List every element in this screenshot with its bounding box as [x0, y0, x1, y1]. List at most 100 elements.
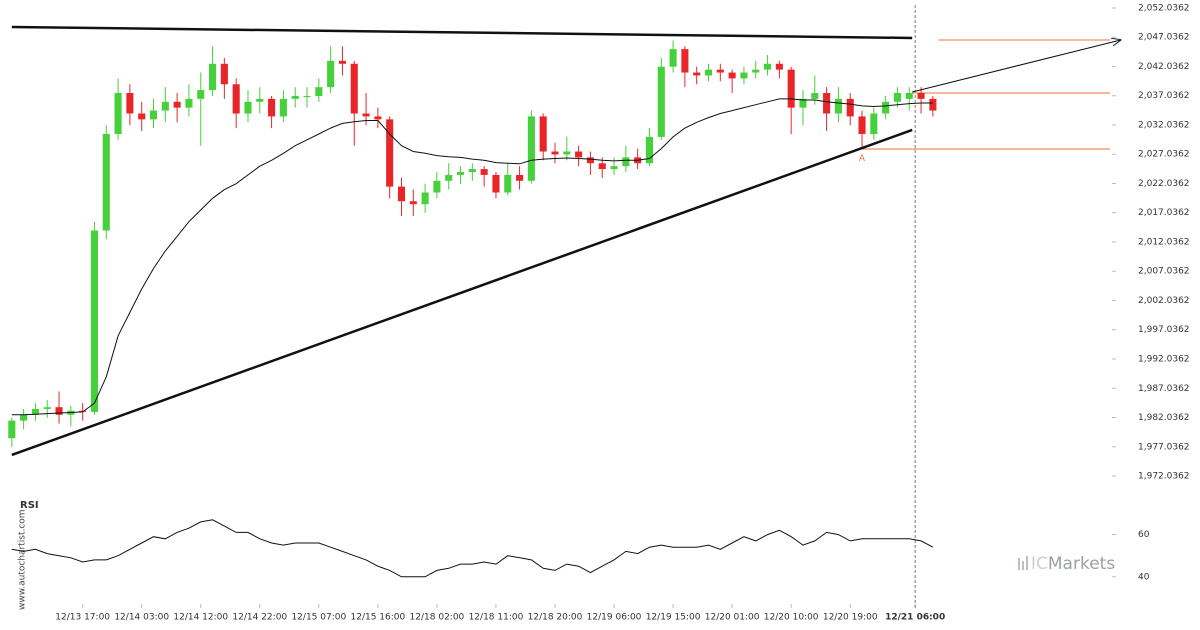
- candle-body: [929, 98, 937, 111]
- y-tick-label: 1,992.0362: [1138, 355, 1190, 365]
- moving-average: [11, 98, 933, 416]
- candle-body: [693, 72, 701, 76]
- y-tick-label: 2,017.0362: [1138, 208, 1190, 218]
- logo-bar: [1022, 561, 1024, 570]
- candle-body: [102, 133, 110, 231]
- candle-body: [858, 116, 866, 134]
- y-tick-label: 2,032.0362: [1138, 120, 1190, 130]
- annotation: A: [859, 154, 866, 164]
- candle-body: [598, 163, 606, 170]
- x-tick-label: 12/21 06:00: [885, 613, 945, 623]
- watermark: www.autochartist.com: [18, 509, 28, 610]
- candle-body: [397, 186, 406, 202]
- candle-body: [468, 169, 476, 173]
- candle-body: [327, 60, 335, 88]
- candle-body: [279, 98, 287, 117]
- candle-body: [445, 174, 453, 181]
- rsi-title: RSI: [20, 500, 39, 511]
- candle-body: [480, 169, 488, 175]
- candle-body: [645, 136, 654, 164]
- candle-body: [126, 93, 134, 114]
- candle-body: [764, 63, 772, 70]
- candle-body: [291, 95, 299, 99]
- candle-body: [610, 166, 618, 170]
- y-tick-label: 2,037.0362: [1138, 91, 1190, 101]
- x-tick-label: 12/20 19:00: [823, 613, 878, 623]
- y-tick-label: 2,012.0362: [1138, 237, 1190, 247]
- candle-body: [716, 69, 724, 73]
- candle-body: [728, 72, 736, 79]
- candle-body: [315, 87, 323, 96]
- candle-body: [799, 98, 807, 108]
- y-tick-label: 2,042.0362: [1138, 62, 1190, 72]
- candle-body: [622, 157, 630, 167]
- candle-body: [575, 151, 583, 158]
- candle-body: [244, 101, 252, 114]
- candle-body: [161, 101, 169, 111]
- candle-body: [303, 95, 311, 97]
- candle-body: [338, 60, 346, 64]
- candle-body: [527, 116, 535, 181]
- candle-body: [539, 116, 547, 152]
- rsi-tick-label: 40: [1138, 572, 1150, 582]
- candle-body: [787, 69, 795, 108]
- candle-body: [834, 98, 842, 114]
- candle-body: [220, 63, 228, 85]
- logo: ICMarkets: [1018, 554, 1115, 574]
- logo-part: Markets: [1048, 554, 1115, 574]
- candle-body: [681, 49, 689, 73]
- y-tick-label: 1,972.0362: [1138, 472, 1190, 482]
- candle-body: [882, 101, 890, 114]
- candle-body: [740, 72, 748, 79]
- x-tick-label: 12/18 02:00: [410, 613, 465, 623]
- candle-body: [79, 410, 87, 412]
- candle-body: [350, 63, 358, 114]
- y-tick-label: 2,052.0362: [1138, 3, 1190, 13]
- candle-body: [775, 63, 783, 70]
- candle-body: [232, 84, 240, 114]
- candle-body: [20, 414, 28, 421]
- candle-body: [31, 408, 39, 415]
- y-tick-label: 1,982.0362: [1138, 413, 1190, 423]
- y-tick-label: 1,977.0362: [1138, 442, 1190, 452]
- logo-bar: [1026, 556, 1028, 570]
- candle-body: [893, 93, 901, 102]
- candle-body: [90, 230, 99, 412]
- y-tick-label: 2,027.0362: [1138, 150, 1190, 160]
- candle-body: [657, 66, 665, 137]
- candle-body: [823, 93, 831, 114]
- candle-body: [138, 113, 146, 120]
- x-tick-label: 12/19 15:00: [646, 613, 701, 623]
- x-tick-label: 12/15 07:00: [291, 613, 346, 623]
- candle-body: [173, 101, 181, 108]
- y-tick-label: 2,002.0362: [1138, 296, 1190, 306]
- candle-body: [516, 174, 524, 181]
- candle-body: [492, 174, 500, 193]
- candle-body: [256, 98, 264, 102]
- candle-body: [386, 119, 394, 187]
- x-tick-label: 12/19 06:00: [587, 613, 642, 623]
- y-tick-label: 1,997.0362: [1138, 325, 1190, 335]
- candle-body: [268, 98, 276, 117]
- candle-body: [209, 63, 217, 91]
- candle-body: [870, 113, 878, 134]
- x-tick-label: 12/14 03:00: [114, 613, 169, 623]
- x-tick-label: 12/18 20:00: [528, 613, 583, 623]
- triangle-line: [11, 25, 913, 40]
- rsi-line: [11, 519, 934, 578]
- y-tick-label: 2,022.0362: [1138, 179, 1190, 189]
- candle-body: [55, 407, 63, 415]
- candle-body: [504, 174, 512, 193]
- candle-body: [846, 98, 854, 117]
- triangle-line: [11, 128, 913, 457]
- x-tick-label: 12/20 01:00: [705, 613, 760, 623]
- candle-body: [551, 151, 559, 155]
- candle-body: [421, 192, 429, 205]
- y-tick-label: 1,987.0362: [1138, 384, 1190, 394]
- y-tick-label: 2,047.0362: [1138, 33, 1190, 43]
- x-tick-label: 12/13 17:00: [55, 613, 110, 623]
- candle-body: [43, 407, 51, 409]
- rsi-tick-label: 60: [1138, 530, 1150, 540]
